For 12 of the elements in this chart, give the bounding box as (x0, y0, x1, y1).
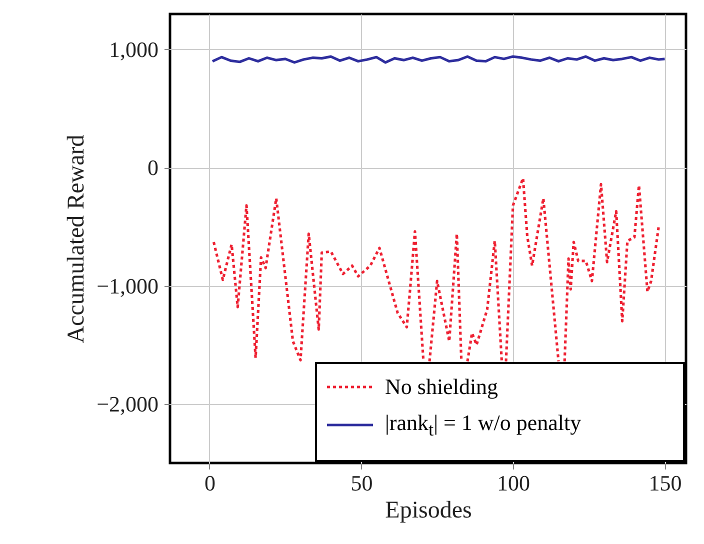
legend-label: |rank$_{t}$| = 1 w/o penalty (385, 410, 582, 440)
x-tick-label: 100 (496, 470, 530, 496)
x-tick-label: 150 (648, 470, 682, 496)
y-tick-label: 0 (148, 155, 158, 180)
legend-label: No shielding (385, 374, 498, 400)
y-tick-label: 1,000 (109, 36, 158, 62)
y-axis-title: Accumulated Reward (64, 134, 90, 344)
y-tick-label: −1,000 (96, 273, 158, 298)
x-tick-label: 0 (204, 470, 216, 496)
x-tick-label: 50 (350, 470, 373, 496)
x-axis-title: Episodes (385, 498, 472, 524)
y-tick-label: −2,000 (96, 391, 158, 416)
